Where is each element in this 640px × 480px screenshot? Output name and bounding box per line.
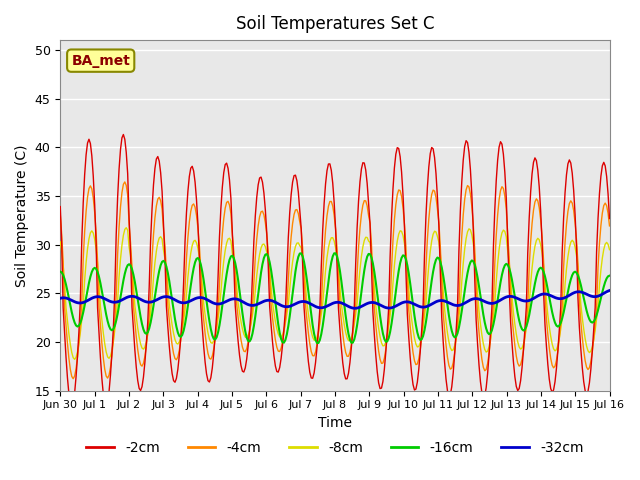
Legend: -2cm, -4cm, -8cm, -16cm, -32cm: -2cm, -4cm, -8cm, -16cm, -32cm <box>81 436 589 461</box>
Y-axis label: Soil Temperature (C): Soil Temperature (C) <box>15 144 29 287</box>
X-axis label: Time: Time <box>318 416 352 430</box>
Title: Soil Temperatures Set C: Soil Temperatures Set C <box>236 15 434 33</box>
Text: BA_met: BA_met <box>71 54 130 68</box>
